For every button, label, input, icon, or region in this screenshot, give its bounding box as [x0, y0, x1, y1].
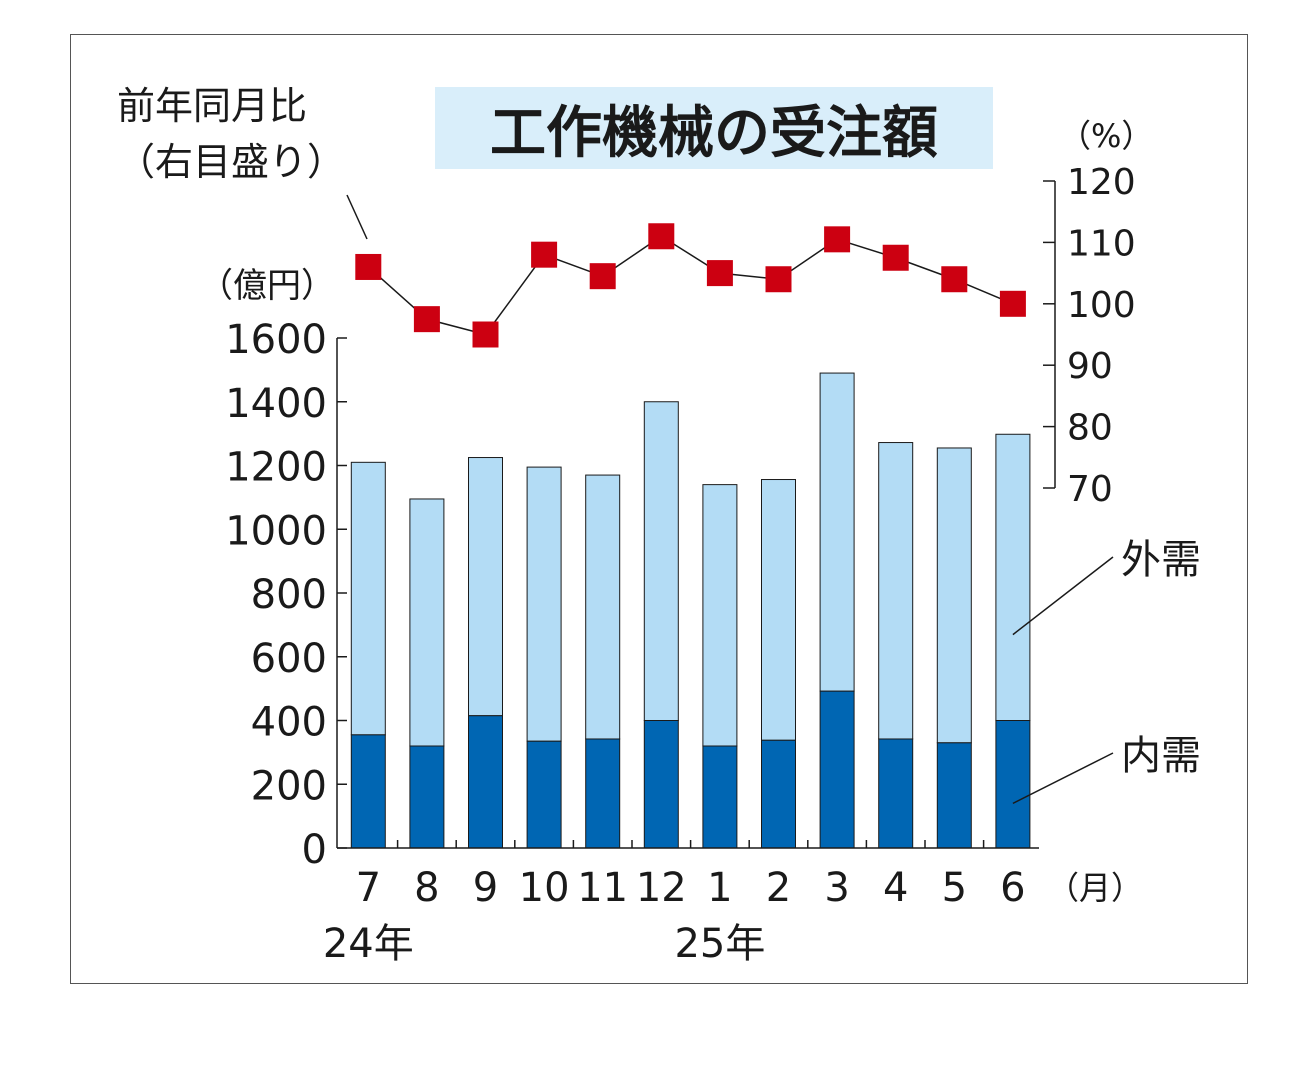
yoy-line — [367, 235, 1014, 336]
x-tick-label-11: 11 — [577, 865, 628, 911]
x-tick-label-3: 3 — [824, 865, 849, 911]
left-tick-label-0: 0 — [302, 827, 327, 873]
yoy-point-8 — [413, 306, 440, 333]
yoy-point-10 — [531, 241, 558, 268]
yoy-point-5 — [941, 266, 968, 293]
leader-line-export — [1012, 556, 1114, 636]
bar-domestic-9 — [468, 715, 503, 849]
bar-domestic-2 — [761, 739, 796, 849]
yoy-point-4 — [882, 244, 909, 271]
left-tick-label-1600: 1600 — [225, 317, 327, 363]
bar-domestic-1 — [702, 745, 738, 849]
right-tick-label-110: 110 — [1067, 223, 1136, 264]
bar-export-12 — [643, 401, 679, 721]
bar-export-4 — [878, 442, 914, 740]
bar-layer — [350, 372, 1031, 849]
left-tick-label-1400: 1400 — [225, 381, 327, 427]
chart-title: 工作機械の受注額 — [490, 101, 938, 166]
bar-export-5 — [936, 447, 972, 744]
yoy-label-line1: 前年同月比 — [117, 84, 307, 128]
right-tick-label-120: 120 — [1067, 162, 1136, 203]
yoy-point-7 — [355, 253, 382, 280]
yoy-point-2 — [765, 266, 792, 293]
series-label-domestic: 内需 — [1121, 733, 1201, 779]
right-tick-label-90: 90 — [1067, 346, 1113, 387]
right-tick-label-100: 100 — [1067, 285, 1136, 326]
right-axis-unit: （%） — [1059, 117, 1153, 155]
bar-domestic-5 — [936, 742, 972, 849]
x-tick-label-7: 7 — [356, 865, 381, 911]
left-tick-label-600: 600 — [251, 636, 327, 682]
right-tick-label-70: 70 — [1067, 469, 1113, 510]
bar-domestic-3 — [819, 690, 855, 849]
x-tick-label-6: 6 — [1000, 865, 1025, 911]
yoy-point-12 — [648, 223, 675, 250]
x-tick-label-9: 9 — [473, 865, 498, 911]
yoy-layer — [355, 223, 1026, 348]
yoy-leader-line — [346, 194, 368, 240]
bar-domestic-7 — [350, 734, 386, 849]
bar-export-2 — [761, 479, 796, 741]
bar-domestic-12 — [643, 720, 679, 849]
yoy-point-1 — [706, 260, 733, 287]
bar-domestic-10 — [526, 740, 562, 849]
left-tick-label-1000: 1000 — [225, 508, 327, 554]
yoy-label-line2: （右目盛り） — [117, 140, 345, 184]
yoy-point-6 — [999, 290, 1026, 317]
x-tick-label-2: 2 — [766, 865, 791, 911]
year-label-7: 24年 — [323, 921, 414, 967]
x-axis-unit: （月） — [1047, 869, 1143, 907]
bar-export-8 — [409, 498, 445, 747]
x-tick-label-8: 8 — [414, 865, 439, 911]
bar-export-6 — [995, 433, 1031, 721]
title-background — [435, 87, 993, 169]
yoy-point-11 — [589, 263, 616, 290]
yoy-point-9 — [472, 321, 499, 348]
yoy-point-3 — [824, 226, 851, 253]
left-tick-label-200: 200 — [251, 763, 327, 809]
bar-domestic-8 — [409, 745, 445, 849]
label-layer: 0200400600800100012001400160070809010011… — [225, 162, 1201, 967]
leader-line-domestic — [1012, 752, 1114, 805]
axes-layer — [336, 180, 1056, 849]
bar-export-11 — [585, 474, 621, 740]
right-tick-label-80: 80 — [1067, 408, 1113, 449]
bar-export-7 — [350, 461, 386, 736]
left-axis-unit: （億円） — [199, 266, 335, 306]
bar-export-1 — [702, 484, 738, 747]
left-tick-label-1200: 1200 — [225, 445, 327, 491]
x-tick-label-1: 1 — [707, 865, 732, 911]
x-tick-label-4: 4 — [883, 865, 908, 911]
x-tick-label-12: 12 — [636, 865, 687, 911]
left-tick-label-400: 400 — [251, 700, 327, 746]
series-label-export: 外需 — [1121, 537, 1201, 583]
bar-export-9 — [468, 457, 503, 717]
bar-domestic-11 — [585, 738, 621, 849]
x-tick-label-10: 10 — [519, 865, 570, 911]
chart-svg: 工作機械の受注額 前年同月比 （右目盛り） （億円） （%） 0 200 400 60… — [117, 84, 1201, 967]
bar-export-10 — [526, 466, 562, 742]
chart-frame: 工作機械の受注額 前年同月比 （右目盛り） （億円） （%） 0 200 400 60… — [70, 34, 1248, 984]
bar-domestic-4 — [878, 738, 914, 849]
x-tick-label-5: 5 — [942, 865, 967, 911]
bar-export-3 — [819, 372, 855, 692]
left-tick-label-800: 800 — [251, 572, 327, 618]
year-label-1: 25年 — [674, 921, 765, 967]
bar-domestic-6 — [995, 720, 1031, 849]
